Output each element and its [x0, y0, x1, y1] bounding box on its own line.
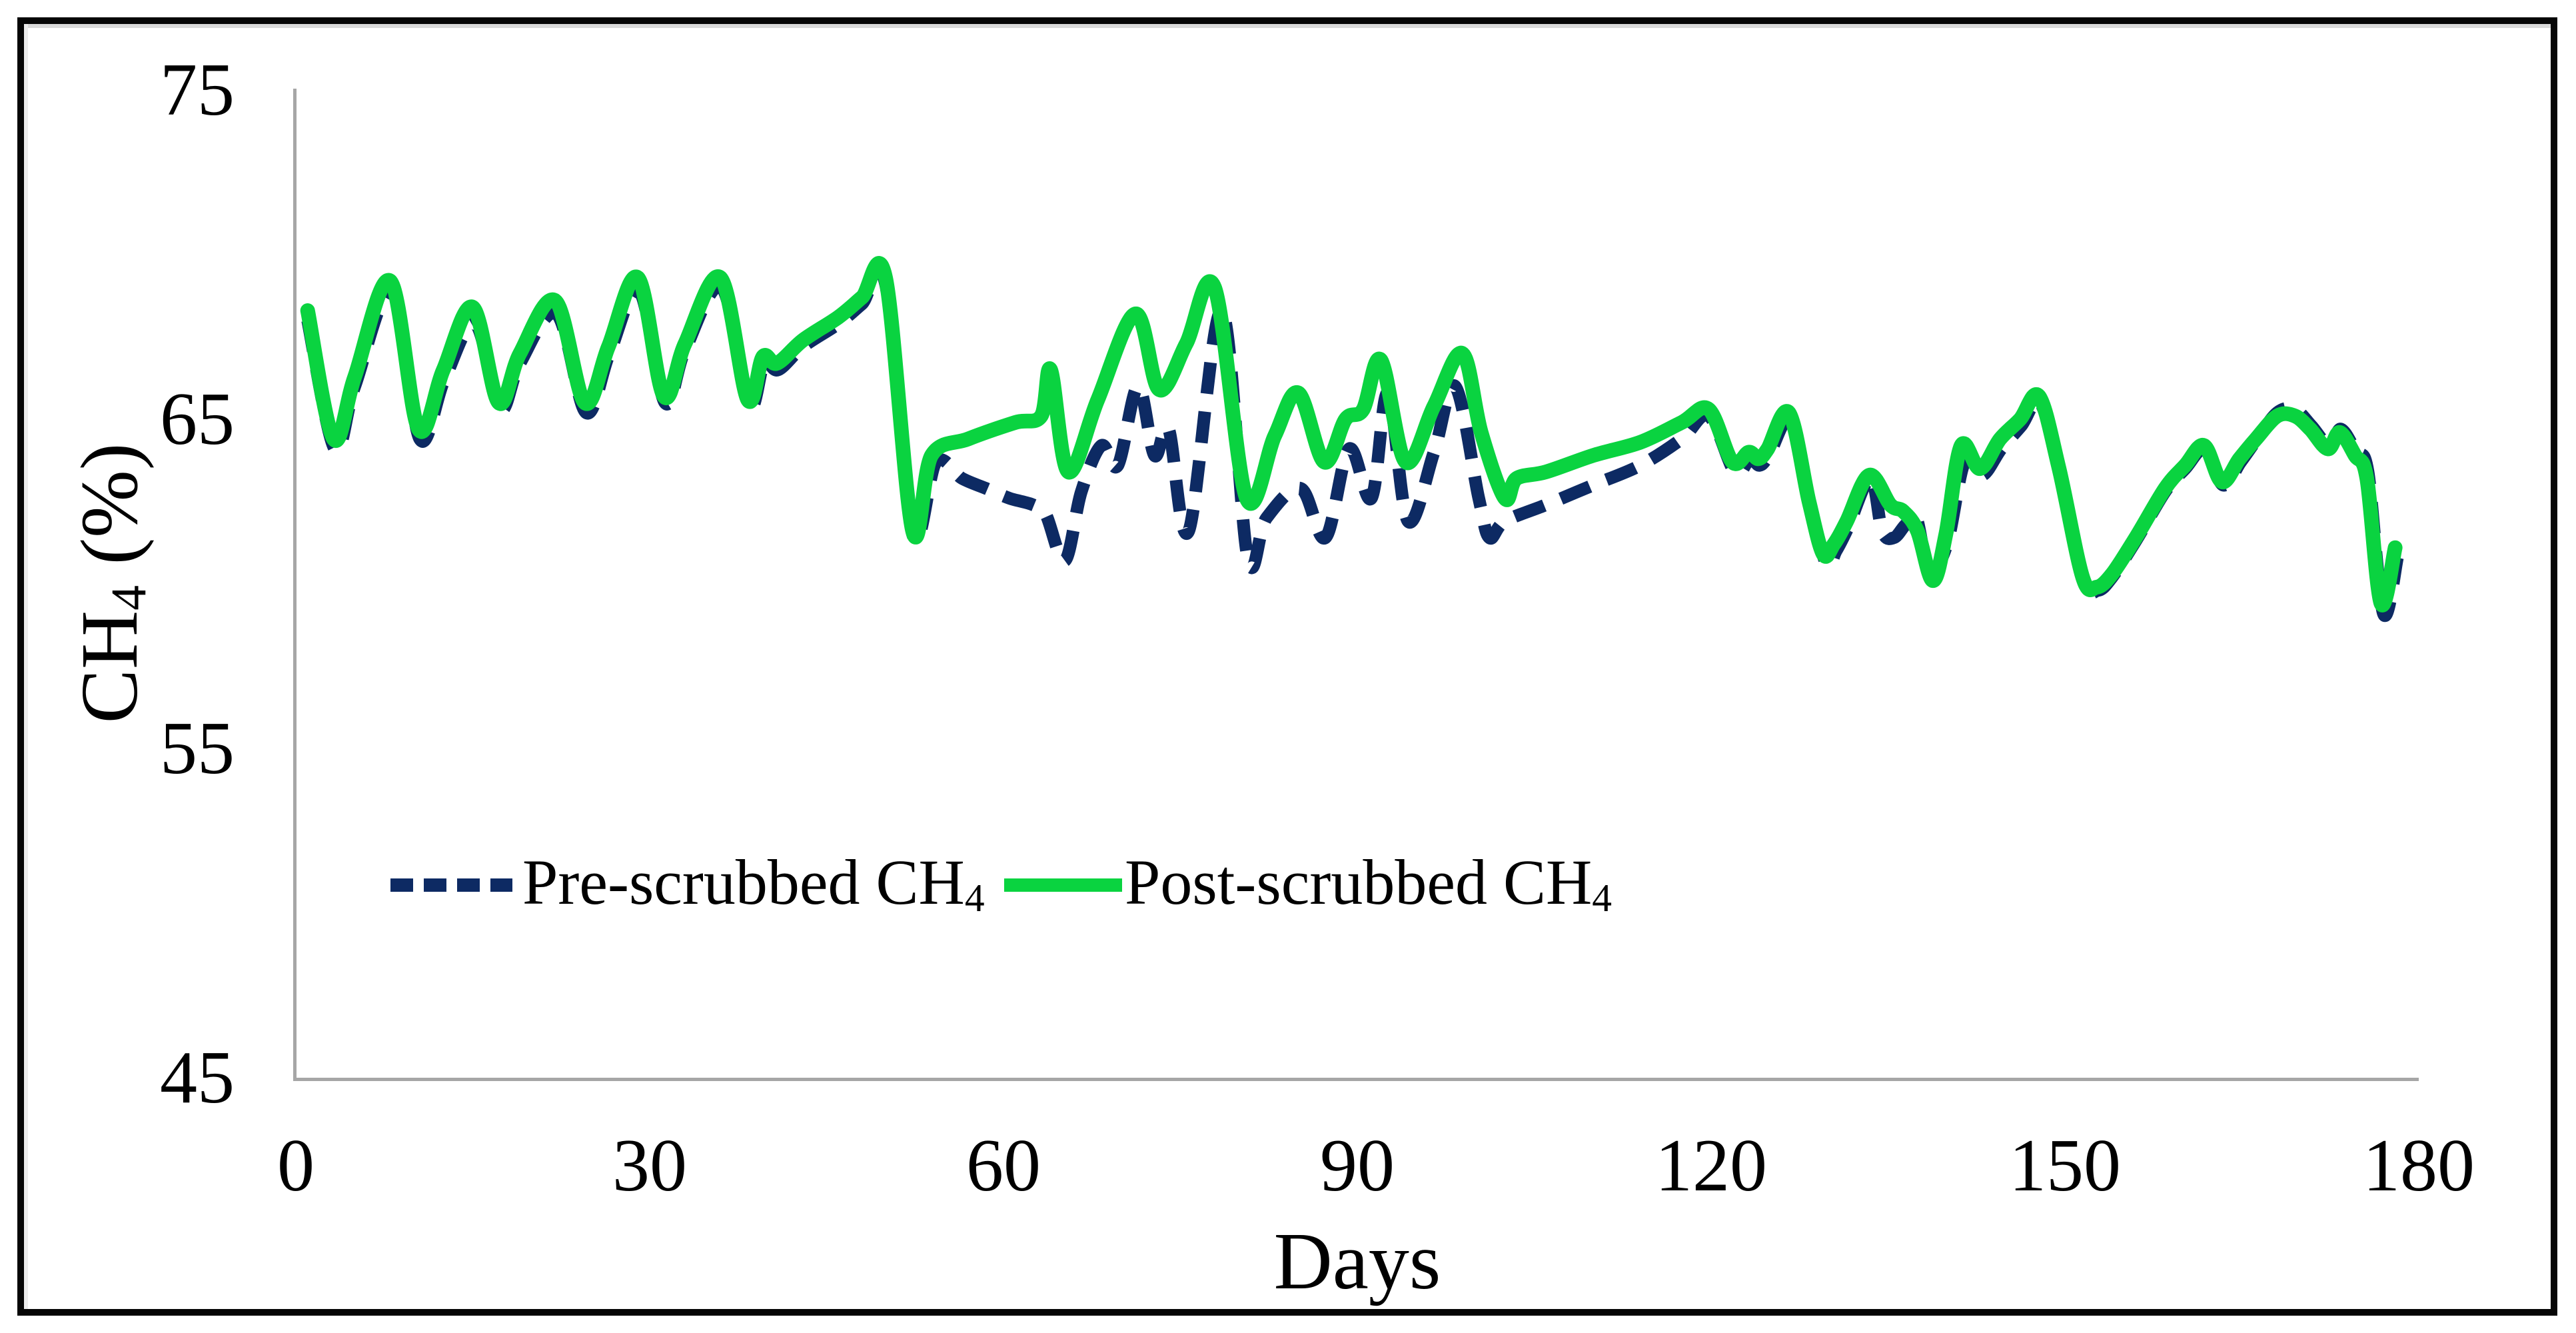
y-axis-title-unit: (%) — [65, 443, 155, 586]
series-lines — [300, 256, 2404, 623]
x-tick-label: 180 — [2363, 1124, 2475, 1207]
pre-scrubbed-legend-text: Pre-scrubbed CH — [522, 846, 965, 918]
x-tick-label: 120 — [1655, 1124, 1767, 1207]
x-axis-title: Days — [1273, 1216, 1441, 1306]
post-scrubbed-series-line — [300, 256, 2403, 613]
pre-scrubbed-legend-swatch — [390, 878, 512, 892]
y-axis-title: CH4 (%) — [65, 443, 157, 724]
post-scrubbed-legend-text: Post-scrubbed CH — [1125, 846, 1593, 918]
post-scrubbed-legend-subscript: 4 — [1592, 875, 1612, 920]
x-tick-label: 0 — [277, 1124, 315, 1207]
pre-scrubbed-legend-subscript: 4 — [964, 875, 985, 920]
y-axis-title-subscript: 4 — [101, 585, 157, 611]
axis-lines — [293, 89, 2419, 1081]
y-tick-label: 65 — [160, 378, 235, 461]
figure-border — [17, 17, 2557, 1316]
y-tick-label: 45 — [160, 1036, 235, 1119]
x-tick-label: 90 — [1320, 1124, 1395, 1207]
x-tick-label: 30 — [612, 1124, 687, 1207]
post-scrubbed-legend-swatch — [1004, 878, 1122, 892]
x-tick-label: 150 — [2009, 1124, 2121, 1207]
y-axis-title-main: CH — [65, 610, 155, 724]
post-scrubbed-legend-label: Post-scrubbed CH4 — [1125, 850, 1612, 918]
y-tick-label: 55 — [160, 707, 235, 790]
y-tick-label: 75 — [160, 49, 235, 131]
x-tick-label: 60 — [966, 1124, 1041, 1207]
pre-scrubbed-legend-label: Pre-scrubbed CH4 — [522, 850, 985, 918]
pre-scrubbed-series-line — [301, 264, 2404, 623]
